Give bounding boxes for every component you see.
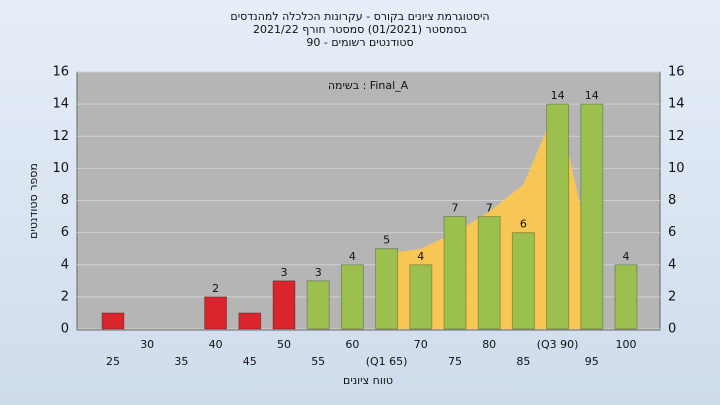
value-label: 4 [349,250,356,263]
y-tick-label: 16 [52,65,69,80]
value-label: 2 [212,282,219,295]
value-label: 14 [551,89,565,102]
x-tick-label: 60 [345,338,359,351]
y2-tick-label: 12 [668,129,685,144]
y2-tick-label: 10 [668,161,685,176]
y-tick-label: 12 [52,129,69,144]
y2-tick-label: 2 [668,289,676,304]
y2-tick-label: 4 [668,257,676,272]
bar [101,312,125,330]
x-tick-label: 30 [140,338,154,351]
bar [477,216,501,330]
x-tick-label: 100 [616,338,637,351]
bar [204,296,228,330]
bar [409,264,433,330]
value-label: 3 [315,266,322,279]
annotation: בשימה : Final_A [328,79,409,92]
x-tick-label: (Q1 65) [366,355,408,368]
x-tick-label: 85 [516,355,530,368]
chart-subtitle: סטודנטים רשומים - 90 [306,36,413,49]
value-label: 6 [520,218,527,231]
x-tick-label: 80 [482,338,496,351]
y-tick-label: 4 [61,257,69,272]
bar [614,264,638,330]
y-tick-label: 14 [52,97,69,112]
bar [306,280,330,330]
bar [443,216,467,330]
y2-tick-label: 14 [668,97,685,112]
bar [238,312,262,330]
value-label: 4 [417,250,424,263]
x-tick-label: 50 [277,338,291,351]
value-label: 7 [452,202,459,215]
bar [580,103,604,330]
bar [546,103,570,330]
x-tick-label: 45 [243,355,257,368]
y-axis-label: מספר סטודנטים [27,163,40,239]
y2-tick-label: 16 [668,65,685,80]
x-tick-label: 70 [414,338,428,351]
y-tick-label: 6 [61,225,69,240]
x-tick-label: 55 [311,355,325,368]
x-tick-label: 35 [174,355,188,368]
y-tick-label: 8 [61,193,69,208]
y2-tick-label: 0 [668,322,676,337]
bar [511,232,535,330]
x-tick-label: 40 [209,338,223,351]
value-label: 5 [383,234,390,247]
bar [340,264,364,330]
x-tick-label: (Q3 90) [537,338,579,351]
value-label: 14 [585,89,599,102]
value-label: 7 [486,202,493,215]
y-tick-label: 10 [52,161,69,176]
value-label: 3 [281,266,288,279]
value-label: 4 [623,250,630,263]
chart-title: היסטוגרמת ציונים בקורס - עקרונות הכלכלה … [230,10,489,23]
x-tick-label: 25 [106,355,120,368]
bar [375,248,399,330]
x-axis-label: טווח ציונים [343,374,393,387]
chart-subtitle: בסמסטר (01/2021) סמסטר חורף 2021/22 [253,23,467,36]
y-tick-label: 0 [61,322,69,337]
bar [272,280,296,330]
y2-tick-label: 6 [668,225,676,240]
x-tick-label: 95 [585,355,599,368]
y-tick-label: 2 [61,289,69,304]
x-tick-label: 75 [448,355,462,368]
y2-tick-label: 8 [668,193,676,208]
